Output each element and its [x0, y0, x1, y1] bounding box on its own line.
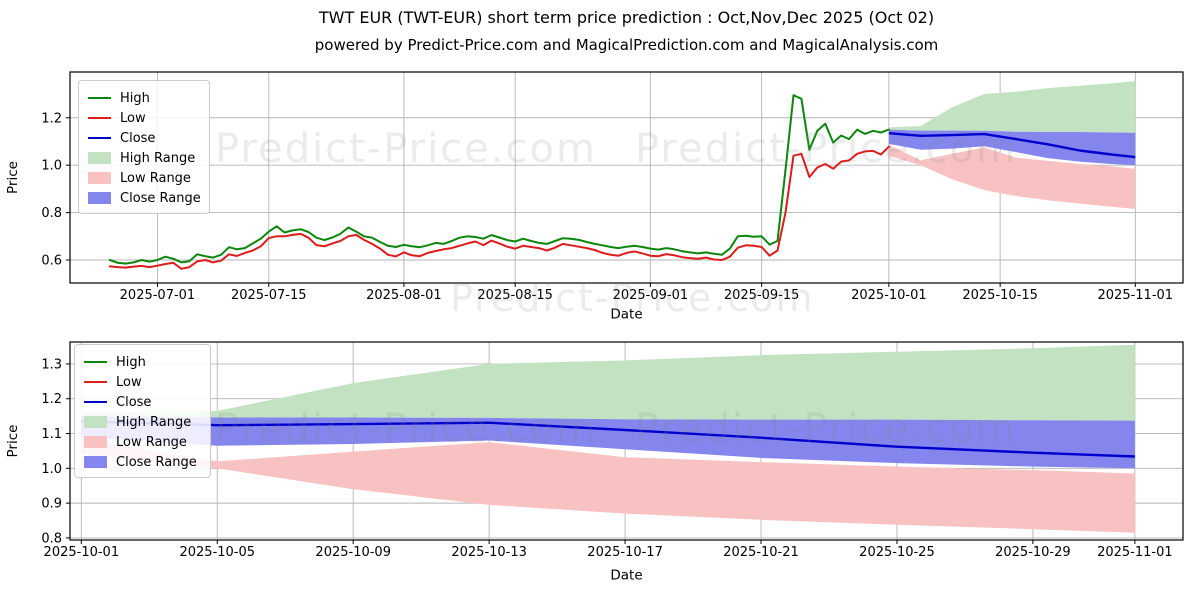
- y-tick-label: 0.6: [41, 254, 62, 269]
- legend-label: High Range: [116, 414, 192, 430]
- legend-line-swatch: [84, 400, 107, 404]
- low-range-area: [888, 145, 1136, 209]
- legend-top-chart: High Low Close High Range Low Range Close Ran…: [78, 80, 210, 214]
- y-axis-label: Price: [5, 161, 21, 194]
- x-tick-label: 2025-10-21: [723, 545, 799, 560]
- legend-item-close-range: Close Range: [84, 452, 200, 472]
- x-tick-label: 2025-10-01: [44, 545, 120, 560]
- high-line: [108, 94, 890, 265]
- close-range-area: [888, 129, 1136, 166]
- y-tick-label: 1.2: [41, 392, 62, 407]
- low-range-area: [81, 438, 1135, 533]
- x-tick-label: 2025-10-09: [315, 545, 391, 560]
- legend-patch-swatch: [88, 152, 111, 164]
- x-tick-label: 2025-08-15: [477, 288, 553, 303]
- legend-patch-swatch: [84, 436, 107, 448]
- y-tick-label: 1.0: [41, 462, 62, 477]
- legend-label: High: [116, 354, 146, 370]
- x-tick-label: 2025-07-01: [120, 288, 196, 303]
- legend-item-close: Close: [84, 392, 200, 412]
- x-tick-label: 2025-09-15: [724, 288, 800, 303]
- x-tick-label: 2025-10-17: [587, 545, 663, 560]
- legend-item-low: Low: [88, 108, 199, 128]
- close-range-area: [81, 416, 1135, 469]
- legend-label: Close: [116, 394, 152, 410]
- chart-subtitle: powered by Predict-Price.com and Magical…: [314, 36, 939, 54]
- x-tick-label: 2025-10-13: [451, 545, 527, 560]
- high-range-area: [888, 81, 1136, 133]
- y-tick-label: 0.8: [41, 531, 62, 546]
- legend-item-close: Close: [88, 128, 199, 148]
- legend-patch-swatch: [84, 456, 107, 468]
- x-tick-label: 2025-11-01: [1097, 545, 1173, 560]
- legend-label: Low: [120, 110, 146, 126]
- legend-label: Close Range: [116, 454, 197, 470]
- x-tick-label: 2025-10-15: [962, 288, 1038, 303]
- y-tick-label: 0.9: [41, 497, 62, 512]
- legend-line-swatch: [88, 136, 111, 140]
- legend-item-low-range: Low Range: [84, 432, 200, 452]
- y-tick-label: 1.2: [41, 111, 62, 126]
- legend-item-low: Low: [84, 372, 200, 392]
- legend-line-swatch: [84, 360, 107, 364]
- x-tick-label: 2025-10-25: [859, 545, 935, 560]
- legend-label: Low: [116, 374, 142, 390]
- legend-line-swatch: [88, 116, 111, 120]
- x-tick-label: 2025-09-01: [613, 288, 689, 303]
- legend-item-high-range: High Range: [88, 148, 199, 168]
- axes-spine: [69, 71, 1184, 284]
- legend-line-swatch: [84, 380, 107, 384]
- close-line: [888, 132, 1136, 159]
- legend-item-close-range: Close Range: [88, 188, 201, 208]
- y-tick-label: 1.0: [41, 159, 62, 174]
- legend-bottom-chart: High Low Close High Range Low Range Close Ran…: [74, 344, 211, 478]
- chart-title: TWT EUR (TWT-EUR) short term price predi…: [318, 8, 935, 27]
- x-axis-label: Date: [610, 568, 642, 584]
- legend-label: High Range: [120, 150, 196, 166]
- y-tick-label: 1.3: [41, 357, 62, 372]
- legend-item-low-range: Low Range: [88, 168, 199, 188]
- y-axis-label: Price: [5, 425, 21, 458]
- legend-item-high: High: [88, 88, 199, 108]
- legend-item-high: High: [84, 352, 200, 372]
- y-tick-label: 1.1: [41, 427, 62, 442]
- x-tick-label: 2025-10-29: [995, 545, 1071, 560]
- x-tick-label: 2025-11-01: [1098, 288, 1174, 303]
- x-axis-label: Date: [610, 307, 642, 323]
- legend-patch-swatch: [88, 192, 111, 204]
- legend-label: Low Range: [116, 434, 187, 450]
- legend-label: Low Range: [120, 170, 191, 186]
- high-range-area: [81, 344, 1135, 421]
- x-tick-label: 2025-10-05: [179, 545, 255, 560]
- legend-patch-swatch: [88, 172, 111, 184]
- legend-item-high-range: High Range: [84, 412, 200, 432]
- y-tick-label: 0.8: [41, 206, 62, 221]
- x-tick-label: 2025-07-15: [231, 288, 307, 303]
- legend-label: Close: [120, 130, 156, 146]
- legend-label: Close Range: [120, 190, 201, 206]
- axes-spine: [69, 341, 1184, 541]
- legend-patch-swatch: [84, 416, 107, 428]
- close-line: [81, 420, 1135, 458]
- x-tick-label: 2025-08-01: [366, 288, 442, 303]
- legend-line-swatch: [88, 96, 111, 100]
- legend-label: High: [120, 90, 150, 106]
- x-tick-label: 2025-10-01: [851, 288, 927, 303]
- low-line: [108, 145, 890, 270]
